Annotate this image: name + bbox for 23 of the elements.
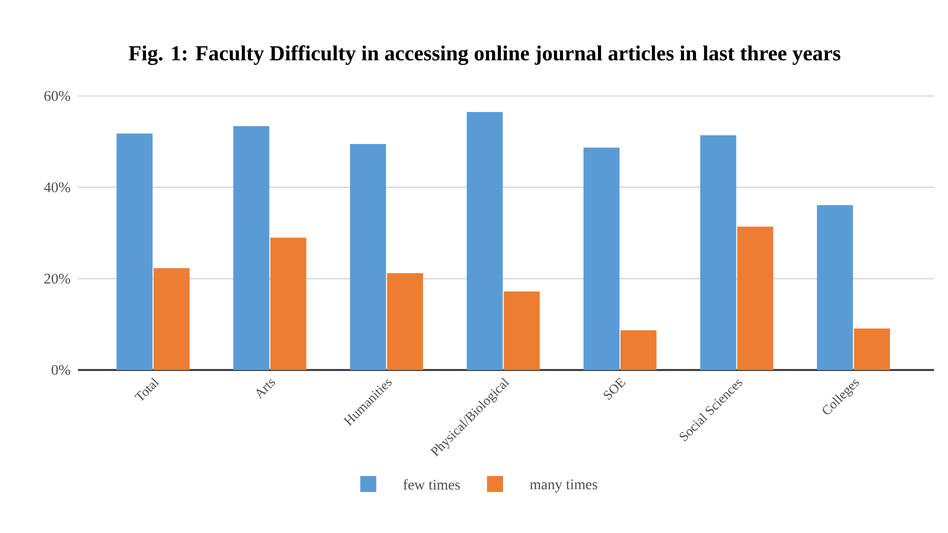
y-tick-label: 40% xyxy=(44,182,70,192)
bar xyxy=(700,135,736,370)
legend-label: many times xyxy=(530,479,598,492)
bar xyxy=(816,205,853,370)
y-tick-label: 0% xyxy=(52,365,70,375)
bar xyxy=(583,148,620,370)
bar xyxy=(387,273,424,370)
bar xyxy=(504,291,540,370)
bar xyxy=(620,330,656,370)
bar xyxy=(154,268,190,370)
y-tick-label: 60% xyxy=(44,91,70,101)
chart-title: Fig. 1: Faculty Difficulty in accessing online journal articles in last three years xyxy=(128,45,840,65)
y-tick-label: 20% xyxy=(44,274,70,284)
bar xyxy=(233,126,270,370)
x-tick-label: Arts xyxy=(256,379,276,400)
legend-label: few times xyxy=(403,479,460,490)
bar xyxy=(466,112,503,370)
bar xyxy=(854,328,890,370)
bar xyxy=(270,238,306,370)
bar xyxy=(737,226,774,370)
bar xyxy=(116,133,153,370)
bar xyxy=(350,144,386,370)
x-tick-label: SOE xyxy=(604,378,626,400)
